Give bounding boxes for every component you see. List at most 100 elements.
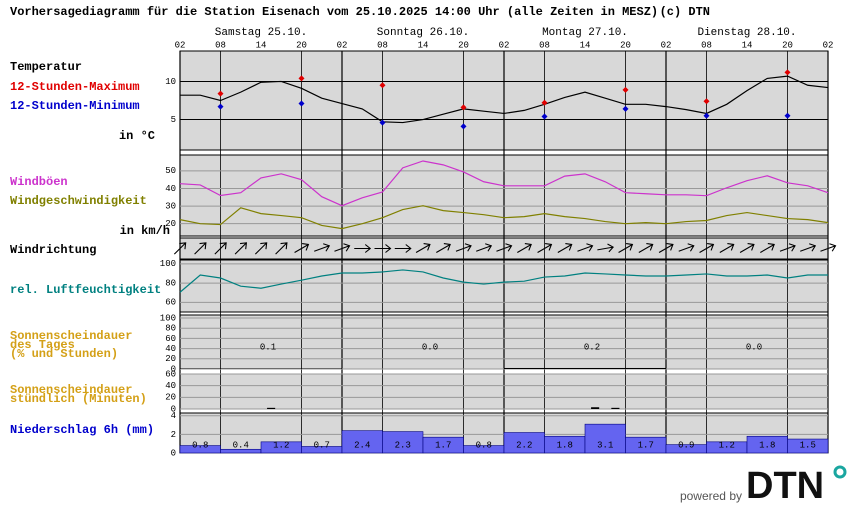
value-label: 2.4 <box>354 440 370 450</box>
bar <box>504 367 666 369</box>
bar <box>267 407 276 409</box>
wind-arrow <box>455 243 472 252</box>
panel-label: Windböen <box>10 175 68 189</box>
y-tick-label: 5 <box>171 115 176 125</box>
wind-arrow <box>476 243 493 252</box>
hour-label: 02 <box>661 40 672 50</box>
value-label: 0.8 <box>192 440 208 450</box>
hour-label: 14 <box>580 40 591 50</box>
day-label: Samstag 25.10. <box>215 27 307 39</box>
wind-arrow <box>658 242 674 253</box>
logo: DTN <box>746 465 824 507</box>
panel-label: 12-Stunden-Minimum <box>10 99 140 113</box>
value-label: 0.0 <box>422 342 438 352</box>
wind-arrow <box>234 242 248 255</box>
panel-label: Windrichtung <box>10 243 96 257</box>
wind-arrow <box>374 244 392 253</box>
wind-arrow <box>194 242 207 255</box>
hour-label: 20 <box>458 40 469 50</box>
value-label: 1.5 <box>800 440 816 450</box>
hour-label: 14 <box>742 40 753 50</box>
y-tick-label: 0 <box>171 404 176 414</box>
y-tick-label: 40 <box>165 381 176 391</box>
bar <box>787 438 829 454</box>
wind-arrow <box>800 243 817 252</box>
wind-arrow <box>275 242 288 255</box>
wind-arrow <box>699 242 715 253</box>
bar <box>584 423 626 454</box>
y-tick-label: 80 <box>165 324 176 334</box>
panel-label: Sonnenscheindauer <box>10 383 132 397</box>
value-label: 3.1 <box>597 440 613 450</box>
wind-arrow <box>537 242 553 253</box>
hour-label: 02 <box>337 40 348 50</box>
point <box>460 104 467 111</box>
value-label: 1.2 <box>273 440 289 450</box>
line <box>180 75 829 124</box>
wind-arrow <box>294 242 310 253</box>
value-label: 2.2 <box>516 440 532 450</box>
panel-label: in °C <box>119 129 155 143</box>
wind-arrow <box>618 242 634 253</box>
hour-label: 20 <box>296 40 307 50</box>
y-tick-label: 60 <box>165 298 176 308</box>
day-label: Montag 27.10. <box>542 27 628 39</box>
wind-arrow <box>254 242 268 255</box>
y-tick-label: 100 <box>160 259 176 269</box>
wind-arrow <box>436 242 451 253</box>
value-label: 0.4 <box>233 440 249 450</box>
point <box>298 75 305 82</box>
value-label: 1.2 <box>719 440 735 450</box>
value-label: 0.7 <box>314 440 330 450</box>
panel-label: 12-Stunden-Maximum <box>10 80 140 94</box>
point <box>784 112 791 119</box>
wind-arrow <box>820 243 837 252</box>
line <box>179 205 829 230</box>
value-label: 1.7 <box>638 440 654 450</box>
point <box>541 99 548 106</box>
point <box>379 82 386 89</box>
hour-label: 08 <box>701 40 712 50</box>
y-tick-label: 0 <box>171 364 176 374</box>
point <box>703 112 710 119</box>
grid <box>179 51 829 454</box>
wind-arrow <box>394 244 412 253</box>
point <box>541 113 548 120</box>
y-tick-label: 4 <box>171 411 176 421</box>
y-tick-label: 60 <box>165 334 176 344</box>
y-tick-label: 0 <box>171 448 176 458</box>
line <box>179 160 829 207</box>
y-tick-label: 20 <box>165 393 176 403</box>
line <box>179 269 828 293</box>
wind-arrow <box>354 244 372 253</box>
panel-label: Niederschlag 6h (mm) <box>10 423 154 437</box>
y-tick-label: 20 <box>165 219 176 229</box>
wind-arrow <box>719 242 735 253</box>
hour-label: 20 <box>620 40 631 50</box>
value-label: 0.1 <box>260 342 276 352</box>
panel-label: Sonnenscheindauer <box>10 329 132 343</box>
wind-arrow <box>638 242 654 253</box>
bar <box>422 436 464 454</box>
wind-arrow <box>214 242 227 255</box>
point <box>298 100 305 107</box>
wind-arrow <box>779 243 796 252</box>
value-label: 1.8 <box>759 440 775 450</box>
y-tick-label: 100 <box>160 313 176 323</box>
hour-label: 14 <box>418 40 429 50</box>
bar <box>591 407 600 409</box>
point <box>784 69 791 76</box>
hour-label: 08 <box>539 40 550 50</box>
panel-label: des Tages <box>10 338 75 352</box>
marks <box>173 69 837 454</box>
wind-arrow <box>678 243 695 252</box>
y-tick-label: 40 <box>165 184 176 194</box>
panel-label: rel. Luftfeuchtigkeit <box>10 283 161 297</box>
wind-arrow <box>577 243 594 252</box>
point <box>379 119 386 126</box>
value-label: 0.8 <box>476 440 492 450</box>
powered-by: powered by <box>680 489 742 503</box>
hour-label: 14 <box>256 40 267 50</box>
bar <box>180 368 342 369</box>
